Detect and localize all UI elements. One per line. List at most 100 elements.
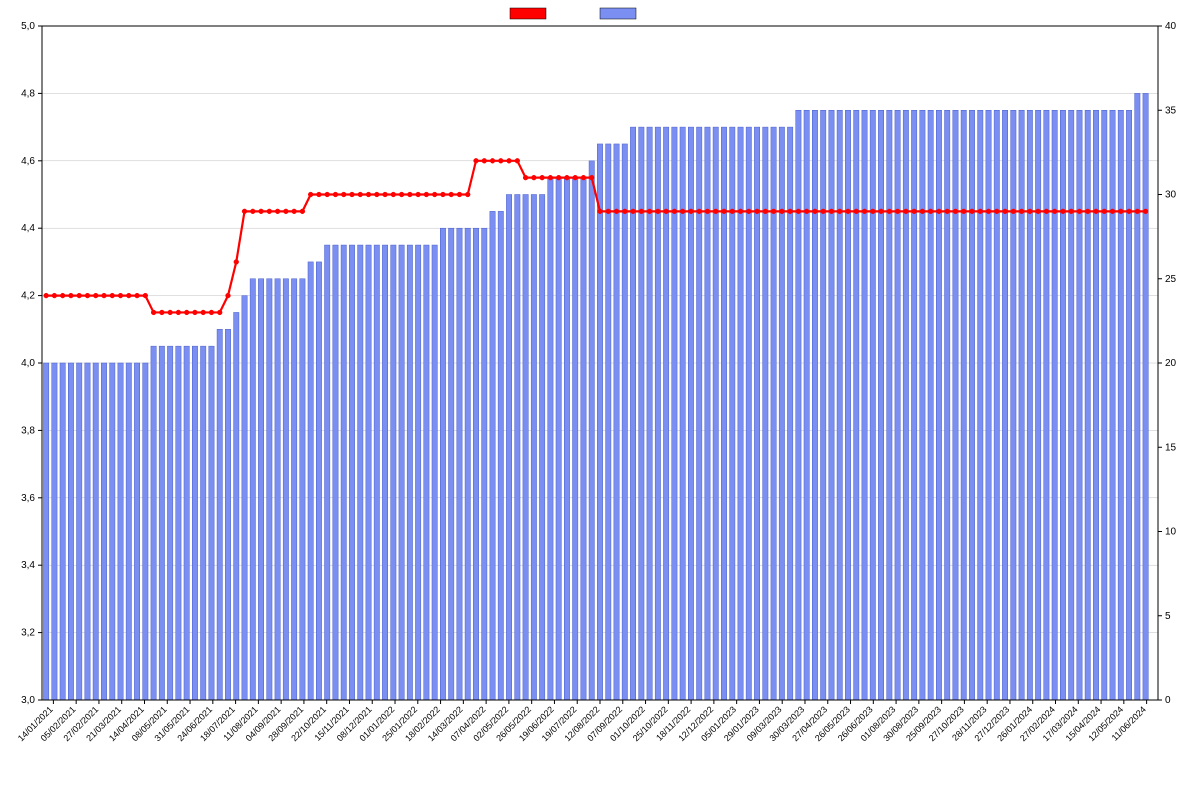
bar <box>870 110 875 700</box>
line-marker <box>441 192 446 197</box>
line-marker <box>912 209 917 214</box>
line-marker <box>556 175 561 180</box>
line-marker <box>126 293 131 298</box>
bar <box>878 110 883 700</box>
line-marker <box>523 175 528 180</box>
bar <box>622 144 627 700</box>
bar <box>581 178 586 700</box>
line-marker <box>209 310 214 315</box>
bar <box>845 110 850 700</box>
line-marker <box>713 209 718 214</box>
line-marker <box>763 209 768 214</box>
bar <box>382 245 387 700</box>
line-marker <box>135 293 140 298</box>
line-marker <box>895 209 900 214</box>
line-marker <box>598 209 603 214</box>
line-marker <box>77 293 82 298</box>
bar <box>391 245 396 700</box>
line-marker <box>1044 209 1049 214</box>
bar <box>1002 110 1007 700</box>
line-marker <box>333 192 338 197</box>
line-marker <box>176 310 181 315</box>
line-marker <box>465 192 470 197</box>
line-marker <box>234 260 239 265</box>
bar <box>928 110 933 700</box>
bar <box>482 228 487 700</box>
line-marker <box>300 209 305 214</box>
bar <box>52 363 57 700</box>
line-marker <box>606 209 611 214</box>
line-marker <box>226 293 231 298</box>
bar <box>515 195 520 701</box>
line-marker <box>837 209 842 214</box>
bar <box>1102 110 1107 700</box>
line-marker <box>407 192 412 197</box>
bar <box>366 245 371 700</box>
bar <box>862 110 867 700</box>
left-axis-tick-label: 4,4 <box>21 223 35 234</box>
bar <box>539 195 544 701</box>
line-marker <box>482 158 487 163</box>
line-marker <box>490 158 495 163</box>
line-marker <box>1036 209 1041 214</box>
bar <box>134 363 139 700</box>
bar <box>300 279 305 700</box>
bar <box>68 363 73 700</box>
line-marker <box>1135 209 1140 214</box>
bar <box>258 279 263 700</box>
right-axis-tick-label: 30 <box>1165 190 1177 201</box>
bar <box>325 245 330 700</box>
line-marker <box>358 192 363 197</box>
line-marker <box>1003 209 1008 214</box>
line-marker <box>680 209 685 214</box>
line-marker <box>928 209 933 214</box>
line-marker <box>531 175 536 180</box>
line-marker <box>1052 209 1057 214</box>
line-marker <box>1011 209 1016 214</box>
line-marker <box>614 209 619 214</box>
bar <box>961 110 966 700</box>
bar <box>854 110 859 700</box>
line-marker <box>1127 209 1132 214</box>
line-marker <box>771 209 776 214</box>
line-marker <box>879 209 884 214</box>
bar <box>167 346 172 700</box>
bar <box>936 110 941 700</box>
line-marker <box>722 209 727 214</box>
bar <box>1085 110 1090 700</box>
line-marker <box>515 158 520 163</box>
line-marker <box>498 158 503 163</box>
line-marker <box>1077 209 1082 214</box>
bar <box>349 245 354 700</box>
line-marker <box>93 293 98 298</box>
bar <box>903 110 908 700</box>
bar <box>1093 110 1098 700</box>
line-marker <box>118 293 123 298</box>
bar <box>1135 93 1140 700</box>
line-marker <box>159 310 164 315</box>
bar <box>432 245 437 700</box>
right-axis-tick-label: 35 <box>1165 105 1177 116</box>
line-marker <box>350 192 355 197</box>
line-marker <box>887 209 892 214</box>
bar <box>440 228 445 700</box>
line-marker <box>631 209 636 214</box>
line-marker <box>143 293 148 298</box>
bar <box>597 144 602 700</box>
line-marker <box>374 192 379 197</box>
line-marker <box>804 209 809 214</box>
line-marker <box>424 192 429 197</box>
line-marker <box>779 209 784 214</box>
line-marker <box>275 209 280 214</box>
line-marker <box>1102 209 1107 214</box>
right-axis-tick-label: 15 <box>1165 442 1177 453</box>
bar <box>407 245 412 700</box>
line-marker <box>862 209 867 214</box>
line-marker <box>746 209 751 214</box>
line-marker <box>573 175 578 180</box>
bar <box>953 110 958 700</box>
right-axis-tick-label: 20 <box>1165 358 1177 369</box>
line-marker <box>548 175 553 180</box>
line-marker <box>655 209 660 214</box>
line-marker <box>846 209 851 214</box>
